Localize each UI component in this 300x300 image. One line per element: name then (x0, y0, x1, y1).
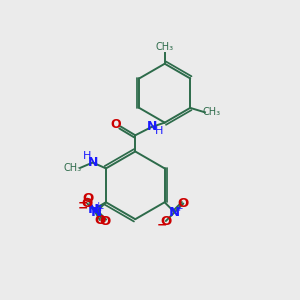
Text: N: N (169, 206, 180, 219)
Text: CH₃: CH₃ (156, 42, 174, 52)
Text: H: H (155, 126, 164, 136)
Text: −: − (78, 196, 89, 209)
Text: −: − (157, 219, 167, 232)
Text: N: N (88, 203, 99, 216)
Text: O: O (82, 197, 93, 210)
Text: +: + (94, 201, 102, 210)
Text: O: O (178, 197, 189, 210)
Text: O: O (82, 192, 93, 205)
Text: +: + (175, 204, 182, 213)
Text: CH₃: CH₃ (63, 163, 81, 173)
Text: N: N (147, 120, 157, 133)
Text: N: N (88, 156, 98, 169)
Text: O: O (160, 214, 172, 227)
Text: H: H (83, 151, 92, 161)
Text: −: − (78, 201, 88, 214)
Text: CH₃: CH₃ (202, 107, 220, 117)
Text: +: + (96, 204, 104, 213)
Text: O: O (94, 214, 106, 226)
Text: N: N (90, 206, 101, 219)
Text: O: O (99, 214, 110, 227)
Text: O: O (111, 118, 122, 131)
